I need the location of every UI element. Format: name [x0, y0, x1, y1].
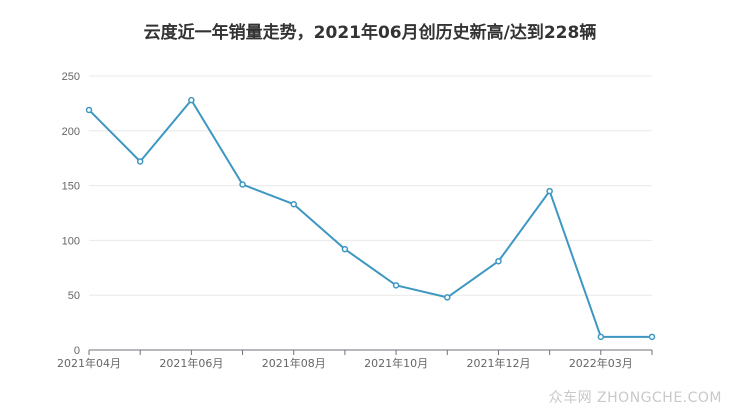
data-point [188, 96, 195, 104]
y-tick-label: 50 [68, 290, 80, 302]
grid-lines [89, 75, 652, 296]
data-point [444, 294, 451, 301]
data-point [85, 106, 93, 114]
x-tick-label: 2021年04月 [57, 356, 121, 370]
y-tick-label: 250 [62, 71, 80, 83]
watermark: 众车网 ZHONGCHE.COM [548, 390, 722, 406]
data-point [546, 187, 553, 195]
data-point [341, 245, 349, 253]
data-point [392, 282, 400, 289]
y-tick-label: 0 [74, 345, 80, 357]
data-point [495, 257, 502, 265]
x-tick-label: 2021年10月 [364, 356, 428, 370]
series-layer [85, 96, 656, 341]
data-point [648, 333, 656, 341]
data-point [597, 333, 605, 341]
y-tick-label: 100 [62, 235, 80, 247]
y-axis: 0 50 100 150 200 250 [62, 71, 80, 357]
data-point [290, 200, 297, 208]
x-tick-label: 2021年08月 [262, 356, 326, 370]
x-axis: 2021年04月 2021年06月 2021年08月 2021年10月 2021年12月… [57, 349, 653, 370]
data-point [136, 158, 144, 165]
chart-title: 云度近一年销量走势，2021年06月创历史新高/达到228辆 [143, 23, 597, 43]
data-point [239, 181, 246, 188]
y-tick-label: 150 [62, 181, 80, 193]
x-tick-label: 2021年12月 [466, 356, 530, 370]
series-line [88, 99, 652, 338]
x-tick-label: 2021年06月 [159, 356, 223, 370]
x-tick-label: 2022年03月 [569, 356, 633, 370]
y-tick-label: 200 [62, 126, 80, 138]
